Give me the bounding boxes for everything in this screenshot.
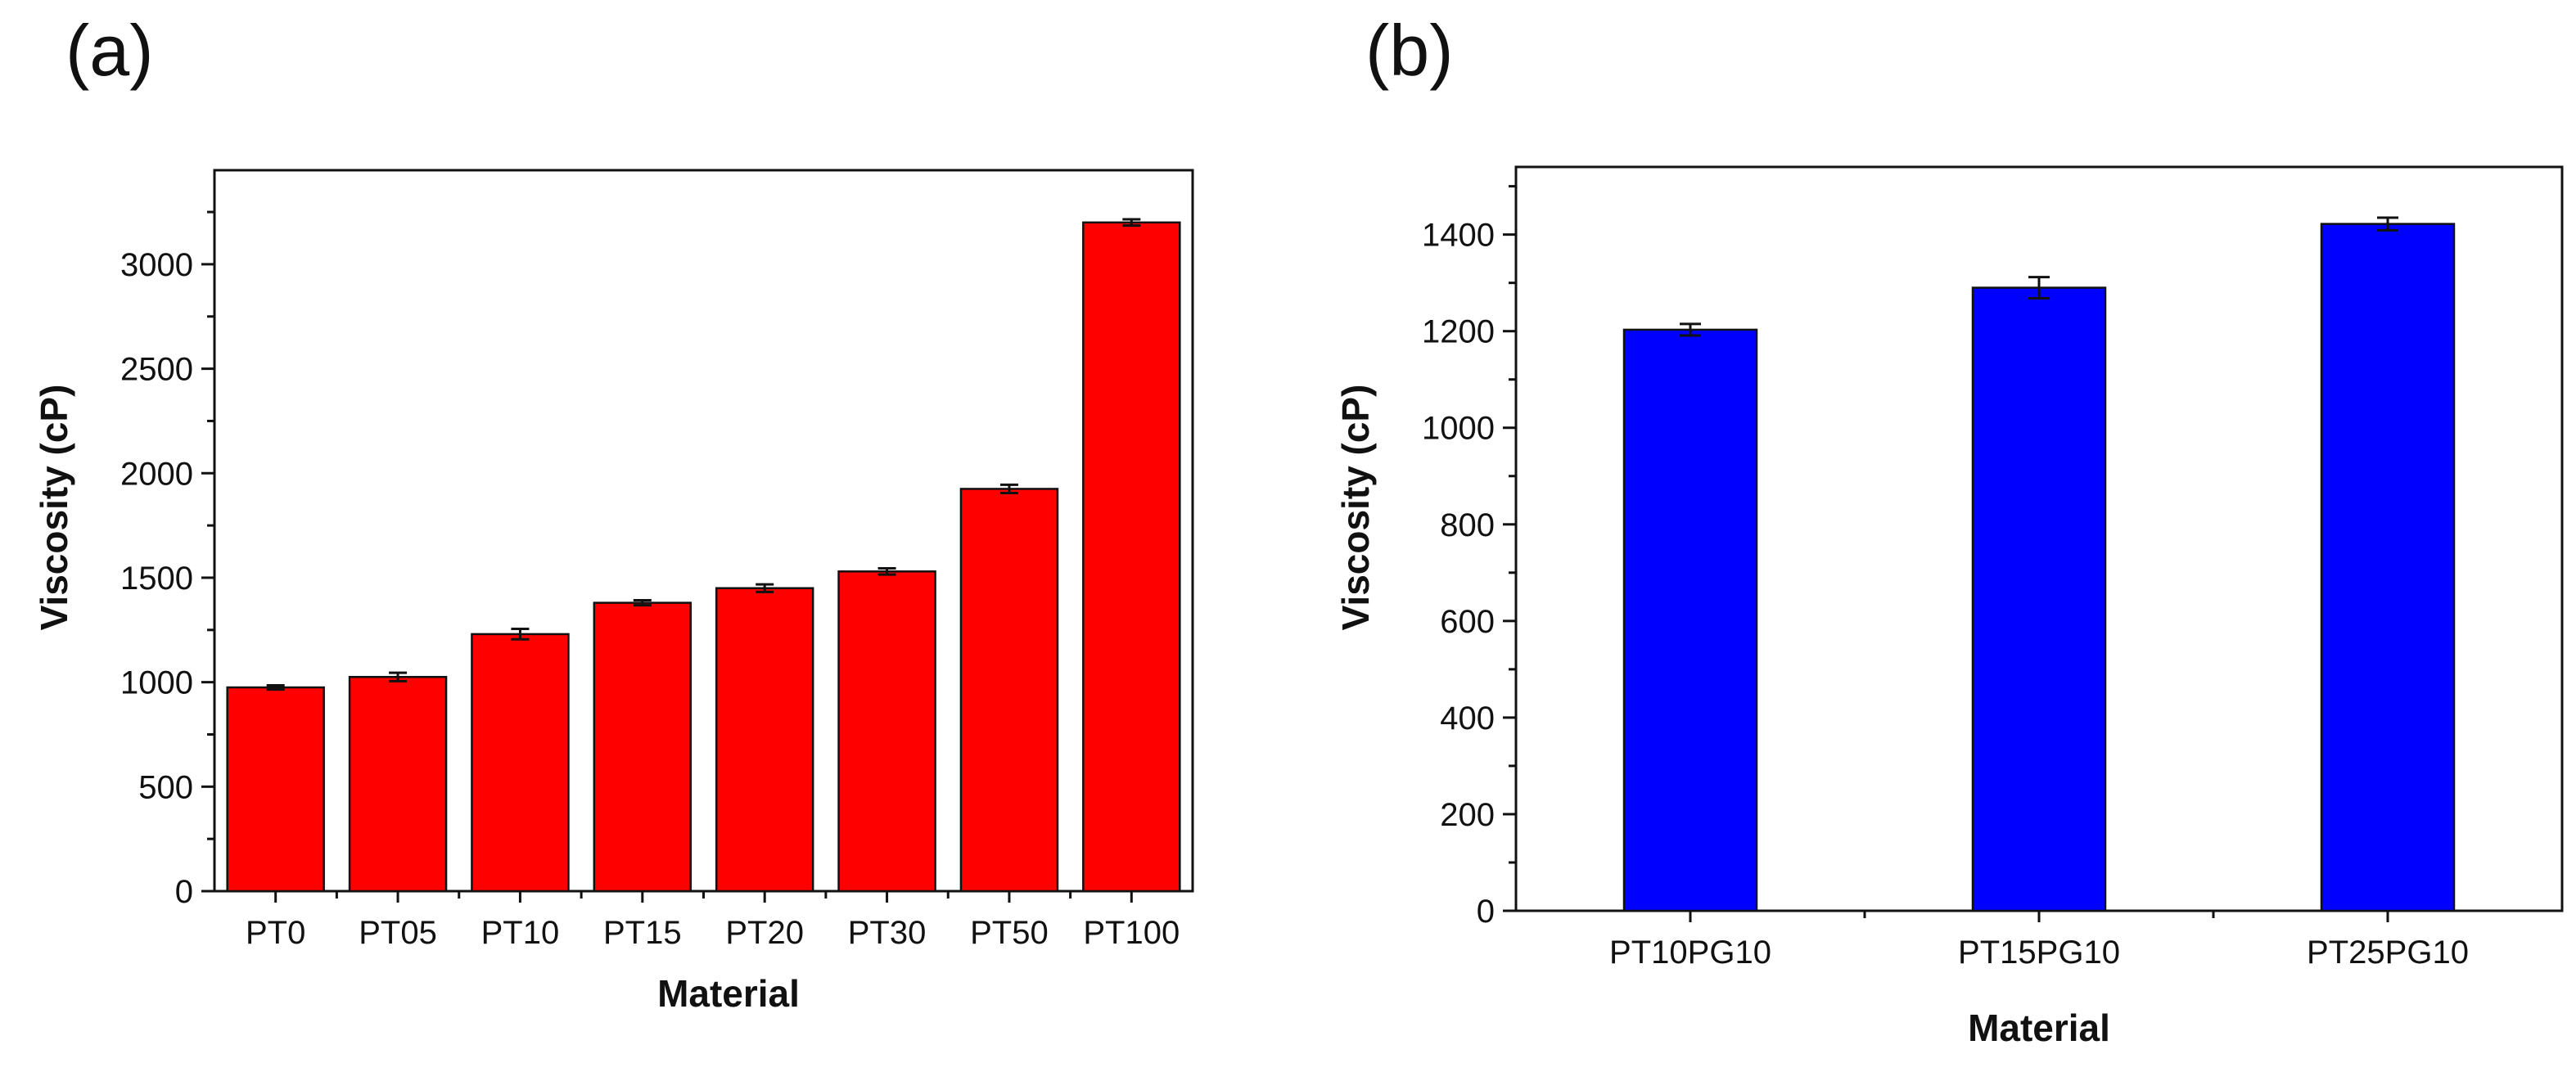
panel-b-y-axis: 0 200 400 600 800 1000 1200 1400: [1422, 185, 1516, 930]
b-x-tick-label: PT25PG10: [2307, 935, 2469, 971]
b-y-tick-label: 0: [1477, 894, 1495, 930]
a-bar: [348, 676, 448, 893]
a-x-tick-label: PT10: [481, 915, 560, 951]
panel-a-x-axis: PT0 PT05 PT10 PT15 PT20 PT30 PT50 PT100: [246, 891, 1180, 951]
a-x-tick-label: PT100: [1083, 915, 1180, 951]
b-y-tick-label: 200: [1440, 797, 1495, 833]
a-y-tick-label: 0: [175, 874, 193, 910]
b-y-tick-label: 400: [1440, 700, 1495, 736]
panel-b-x-axis: PT10PG10 PT15PG10 PT25PG10: [1609, 911, 2469, 971]
b-x-tick-label: PT15PG10: [1958, 935, 2120, 971]
b-y-tick-label: 1200: [1422, 314, 1495, 350]
panel-a-x-axis-title: Material: [657, 972, 800, 1015]
a-bar: [471, 633, 570, 893]
a-x-tick-label: PT0: [246, 915, 305, 951]
panel-a-y-axis-title: Viscosity (cP): [33, 385, 75, 631]
b-y-tick-label: 600: [1440, 604, 1495, 640]
a-y-tick-label: 1000: [120, 665, 193, 701]
a-bar: [715, 587, 814, 893]
a-bar: [1082, 221, 1181, 893]
a-x-tick-label: PT50: [970, 915, 1049, 951]
a-bar: [959, 488, 1059, 893]
panel-b-label: (b): [1365, 10, 1454, 91]
panel-a-y-axis: 0 500 1000 1500 2000 2500 3000: [120, 210, 214, 910]
b-y-tick-label: 800: [1440, 507, 1495, 543]
a-x-tick-label: PT05: [359, 915, 437, 951]
panel-b-bars: [1622, 216, 2456, 912]
a-bar: [837, 570, 936, 893]
a-x-tick-label: PT20: [725, 915, 804, 951]
panel-b-x-axis-title: Material: [1968, 1007, 2110, 1049]
a-y-tick-label: 2500: [120, 352, 193, 388]
a-bar: [226, 686, 325, 893]
panel-a-label: (a): [65, 10, 154, 91]
a-y-tick-label: 1500: [120, 561, 193, 597]
chart-panel-a: (a) 0 500 1000 1500 2000 2500 3000 PT0 PT05 PT10…: [33, 10, 1194, 1015]
b-y-tick-label: 1400: [1422, 218, 1495, 254]
a-x-tick-label: PT30: [848, 915, 927, 951]
b-bar: [1971, 286, 2107, 912]
a-y-tick-label: 500: [138, 769, 193, 805]
b-bar: [1622, 328, 1758, 912]
b-bar: [2320, 223, 2456, 912]
b-y-tick-label: 1000: [1422, 411, 1495, 447]
panel-b-y-axis-title: Viscosity (cP): [1334, 385, 1377, 631]
a-bar: [593, 601, 692, 893]
a-y-tick-label: 3000: [120, 247, 193, 283]
b-x-tick-label: PT10PG10: [1609, 935, 1771, 971]
a-x-tick-label: PT15: [603, 915, 682, 951]
a-y-tick-label: 2000: [120, 456, 193, 492]
